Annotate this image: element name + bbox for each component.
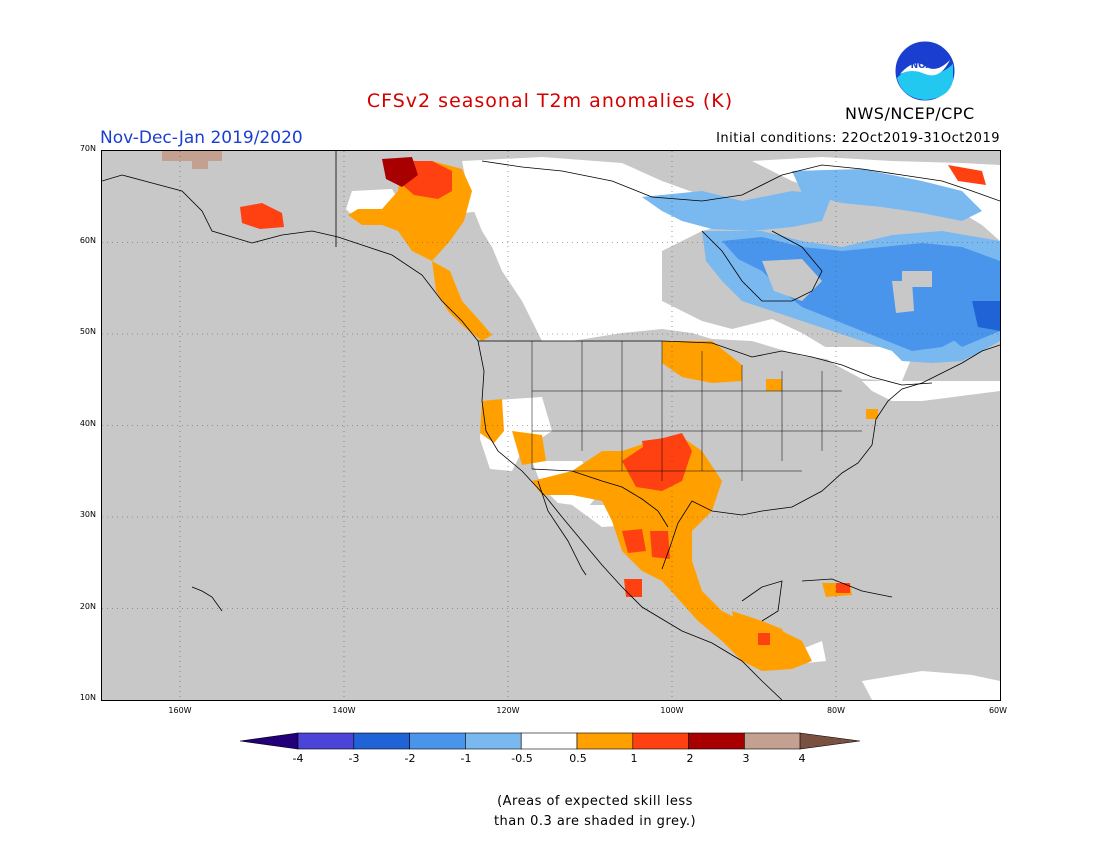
- hot-region-central-america: [758, 633, 770, 645]
- colorbar-label: 3: [742, 752, 750, 765]
- hot-region-alaska-sw: [240, 203, 284, 229]
- colorbar-low-arrow: [240, 732, 299, 750]
- coastline-east-coast: [871, 344, 1001, 446]
- chart-title: CFSv2 seasonal T2m anomalies (K): [366, 90, 734, 112]
- colorbar: [240, 732, 861, 750]
- lon-label: 100W: [660, 706, 684, 715]
- warm-region-bc-coast: [432, 261, 492, 341]
- extreme-region-alaska-2: [192, 161, 208, 169]
- state-lines: [531, 341, 862, 481]
- colorbar-label: 2: [686, 752, 694, 765]
- cold-region-labrador: [792, 169, 982, 221]
- colorbar-swatch: [353, 732, 410, 750]
- colorbar-swatch: [409, 732, 466, 750]
- warm-region-southwest-mexico: [532, 437, 812, 671]
- hot-region-mexico-2: [650, 531, 670, 559]
- low-skill-labrador: [902, 271, 932, 287]
- colorbar-label: -1: [460, 752, 472, 765]
- coastline-gulf: [661, 444, 873, 570]
- neutral-region-great-lakes: [812, 347, 912, 381]
- initial-conditions: Initial conditions: 22Oct2019-31Oct2019: [716, 131, 1000, 146]
- noaa-logo-text: NOAA: [911, 61, 940, 71]
- colorbar-swatch: [465, 732, 522, 750]
- colorbar-swatch: [576, 732, 634, 750]
- anomaly-map: [101, 150, 1001, 701]
- colorbar-label: -3: [348, 752, 360, 765]
- lat-label: 40N: [79, 419, 96, 428]
- colorbar-high-arrow: [799, 732, 861, 750]
- lat-label: 10N: [79, 693, 96, 702]
- hot-region-caribbean: [836, 583, 850, 593]
- lon-label: 120W: [496, 706, 520, 715]
- lat-label: 50N: [79, 327, 96, 336]
- warm-region-nevada: [512, 431, 546, 465]
- agency-label: NWS/NCEP/CPC: [845, 104, 975, 123]
- us-canada-border: [478, 340, 933, 386]
- lon-label: 60W: [988, 706, 1008, 715]
- warm-region-small-2: [866, 409, 878, 419]
- colorbar-swatch: [520, 732, 578, 750]
- colorbar-label: -2: [404, 752, 416, 765]
- cold-region-hudson: [642, 191, 832, 231]
- colorbar-label: 0.5: [569, 752, 587, 765]
- map-canvas: [101, 151, 1001, 701]
- colorbar-swatch: [632, 732, 689, 750]
- warm-region-small: [766, 379, 782, 391]
- low-skill-quebec: [892, 281, 914, 313]
- colorbar-label: 1: [630, 752, 638, 765]
- coastline-alaska: [101, 174, 479, 342]
- coastline-cuba: [801, 578, 893, 598]
- cold-region-east-coast: [972, 301, 1000, 331]
- skill-note-line1: (Areas of expected skill less: [497, 794, 693, 809]
- neutral-region-south-america: [862, 671, 1000, 700]
- coastline-baja: [537, 480, 587, 576]
- neutral-region-canada: [462, 157, 894, 383]
- coastline-arctic: [481, 160, 1001, 202]
- hot-region-mexico-3: [624, 579, 642, 597]
- coastline-hudson-bay: [701, 230, 823, 302]
- very-hot-region-yukon: [382, 157, 418, 187]
- hot-region-mexico-1: [622, 529, 646, 553]
- lat-label: 30N: [79, 510, 96, 519]
- forecast-period: Nov-Dec-Jan 2019/2020: [100, 128, 303, 148]
- coastline-west-coast: [477, 340, 783, 701]
- lat-label: 70N: [79, 144, 96, 153]
- lat-label: 20N: [79, 602, 96, 611]
- colorbar-label: -0.5: [511, 752, 533, 765]
- lon-label: 140W: [332, 706, 356, 715]
- colorbar-label: -4: [292, 752, 304, 765]
- low-skill-hudson-bay: [762, 259, 822, 301]
- colorbar-swatch: [297, 732, 355, 750]
- noaa-logo: NOAA: [894, 40, 956, 102]
- colorbar-label: 4: [798, 752, 806, 765]
- hot-region-arctic: [948, 165, 986, 185]
- coastline-yucatan: [741, 580, 783, 622]
- colorbar-swatch: [688, 732, 745, 750]
- lat-label: 60N: [79, 236, 96, 245]
- skill-note: (Areas of expected skill less than 0.3 a…: [0, 792, 1100, 832]
- coastline-hawaii: [191, 586, 223, 612]
- lon-label: 160W: [168, 706, 192, 715]
- skill-note-line2: than 0.3 are shaded in grey.): [493, 814, 697, 829]
- extreme-region-alaska: [162, 151, 222, 161]
- colorbar-swatch: [744, 732, 801, 750]
- warm-region-pacific-nw: [480, 399, 504, 443]
- lon-label: 80W: [826, 706, 846, 715]
- neutral-region-northeast: [862, 381, 1000, 401]
